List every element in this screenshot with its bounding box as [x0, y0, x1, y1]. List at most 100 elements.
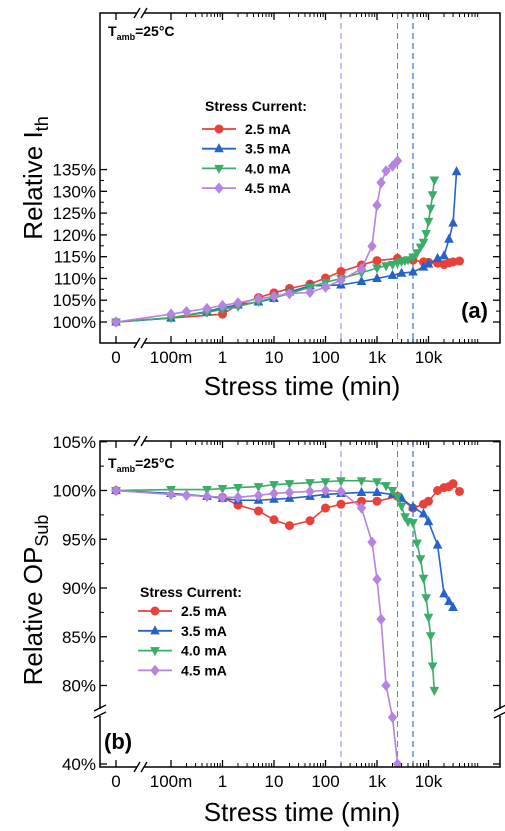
data-point	[387, 160, 398, 172]
data-point	[392, 758, 403, 767]
panel-b-label: (b)	[104, 729, 132, 754]
data-point	[427, 191, 438, 201]
data-point	[336, 477, 346, 487]
x-axis-break-mark	[140, 7, 148, 19]
panel-b-xlabel: Stress time (min)	[204, 797, 400, 827]
legend-swatch-marker	[214, 182, 224, 194]
panel-a-legend-title: Stress Current:	[205, 98, 307, 114]
x-tick-label: 100	[311, 348, 339, 367]
data-point	[418, 238, 429, 248]
x-axis-break-gap	[137, 339, 144, 347]
legend-swatch-marker	[150, 664, 160, 677]
x-axis-break-mark	[133, 761, 141, 773]
x-tick-label: 1	[218, 348, 227, 367]
legend-swatch-marker	[150, 625, 160, 635]
y-tick-label: 105%	[53, 433, 96, 452]
data-point	[439, 588, 449, 598]
legend-label: 2.5 mA	[181, 603, 227, 619]
panel-a-series	[111, 155, 465, 328]
data-point	[381, 482, 391, 492]
data-point	[448, 479, 458, 489]
data-point	[455, 256, 465, 266]
panel-a-annotation: Tamb=25°C	[108, 23, 175, 42]
data-point	[387, 486, 398, 497]
data-point	[392, 155, 403, 167]
y-axis-break-mark	[493, 711, 505, 719]
data-point	[285, 521, 295, 531]
data-point	[381, 165, 391, 177]
panel-b-series	[111, 477, 465, 767]
data-point	[432, 252, 443, 262]
data-point	[372, 264, 382, 274]
x-axis-break-mark	[140, 435, 148, 447]
data-point	[423, 217, 434, 227]
x-axis-break-gap	[137, 763, 144, 771]
legend-label: 2.5 mA	[245, 121, 291, 137]
data-point	[111, 484, 121, 497]
data-point	[284, 288, 295, 300]
data-point	[356, 263, 367, 275]
data-point	[396, 267, 407, 277]
x-axis-break-mark	[133, 7, 141, 19]
legend-label: 4.0 mA	[181, 643, 227, 659]
data-point	[269, 515, 279, 525]
data-point	[356, 477, 367, 487]
data-point	[181, 305, 192, 318]
x-tick-label: 0	[111, 772, 120, 791]
x-axis-break-gap	[137, 437, 144, 445]
data-point	[421, 230, 431, 240]
data-point	[439, 250, 449, 260]
panel-b-ylabel: Relative OPSub	[18, 515, 52, 686]
y-tick-label: 80%	[62, 677, 96, 696]
data-point	[429, 686, 440, 696]
data-point	[376, 613, 386, 625]
x-tick-label: 1k	[368, 772, 386, 791]
y-tick-label: 40%	[62, 755, 96, 774]
data-point	[415, 555, 426, 565]
legend-label: 3.5 mA	[245, 141, 291, 157]
data-point	[396, 502, 407, 512]
panel-a-guides	[340, 13, 414, 343]
y-tick-label: 130%	[53, 182, 96, 201]
data-point	[269, 290, 279, 302]
data-point	[166, 308, 176, 320]
x-tick-label: 1	[218, 772, 227, 791]
y-axis-break-mark	[493, 704, 505, 712]
legend-swatch-marker	[214, 143, 224, 153]
data-point	[451, 166, 462, 176]
x-tick-label: 100m	[150, 348, 193, 367]
data-point	[217, 299, 228, 312]
panel-b-frame	[99, 440, 501, 768]
panel-a-legend: 2.5 mA 3.5 mA 4.0 mA 4.5 mA	[202, 121, 291, 196]
data-point	[372, 199, 382, 211]
panel-b-legend: 2.5 mA 3.5 mA 4.0 mA 4.5 mA	[138, 603, 227, 678]
data-point	[253, 506, 263, 516]
data-point	[217, 485, 228, 495]
legend-swatch-marker	[150, 606, 160, 616]
data-point	[372, 478, 382, 488]
legend-swatch-marker	[214, 164, 224, 174]
panel-a-axes: 0 100m 1 10 100 1k 10k 100% 105% 110% 115% 120% 125%…	[53, 7, 500, 367]
panel-b: 0 100m 1 10 100 1k 10k40%80%85%90%95%100%105% …	[18, 433, 505, 827]
data-point	[356, 486, 367, 496]
data-point	[381, 262, 391, 272]
y-axis-break-mark	[93, 711, 107, 719]
data-point	[367, 536, 377, 548]
data-point	[202, 302, 212, 315]
y-tick-label: 100%	[53, 313, 96, 332]
data-point	[336, 266, 346, 276]
data-point	[448, 217, 458, 227]
y-tick-label: 85%	[62, 628, 96, 647]
data-point	[403, 256, 413, 266]
panel-b-annotation: Tamb=25°C	[108, 455, 175, 474]
legend-label: 4.5 mA	[245, 180, 291, 196]
data-point	[423, 496, 433, 506]
data-point	[233, 491, 243, 503]
x-tick-label: 10k	[415, 348, 443, 367]
data-point	[202, 490, 212, 502]
data-point	[423, 613, 434, 623]
data-point	[356, 275, 367, 286]
data-point	[408, 501, 418, 511]
data-point	[432, 539, 443, 549]
